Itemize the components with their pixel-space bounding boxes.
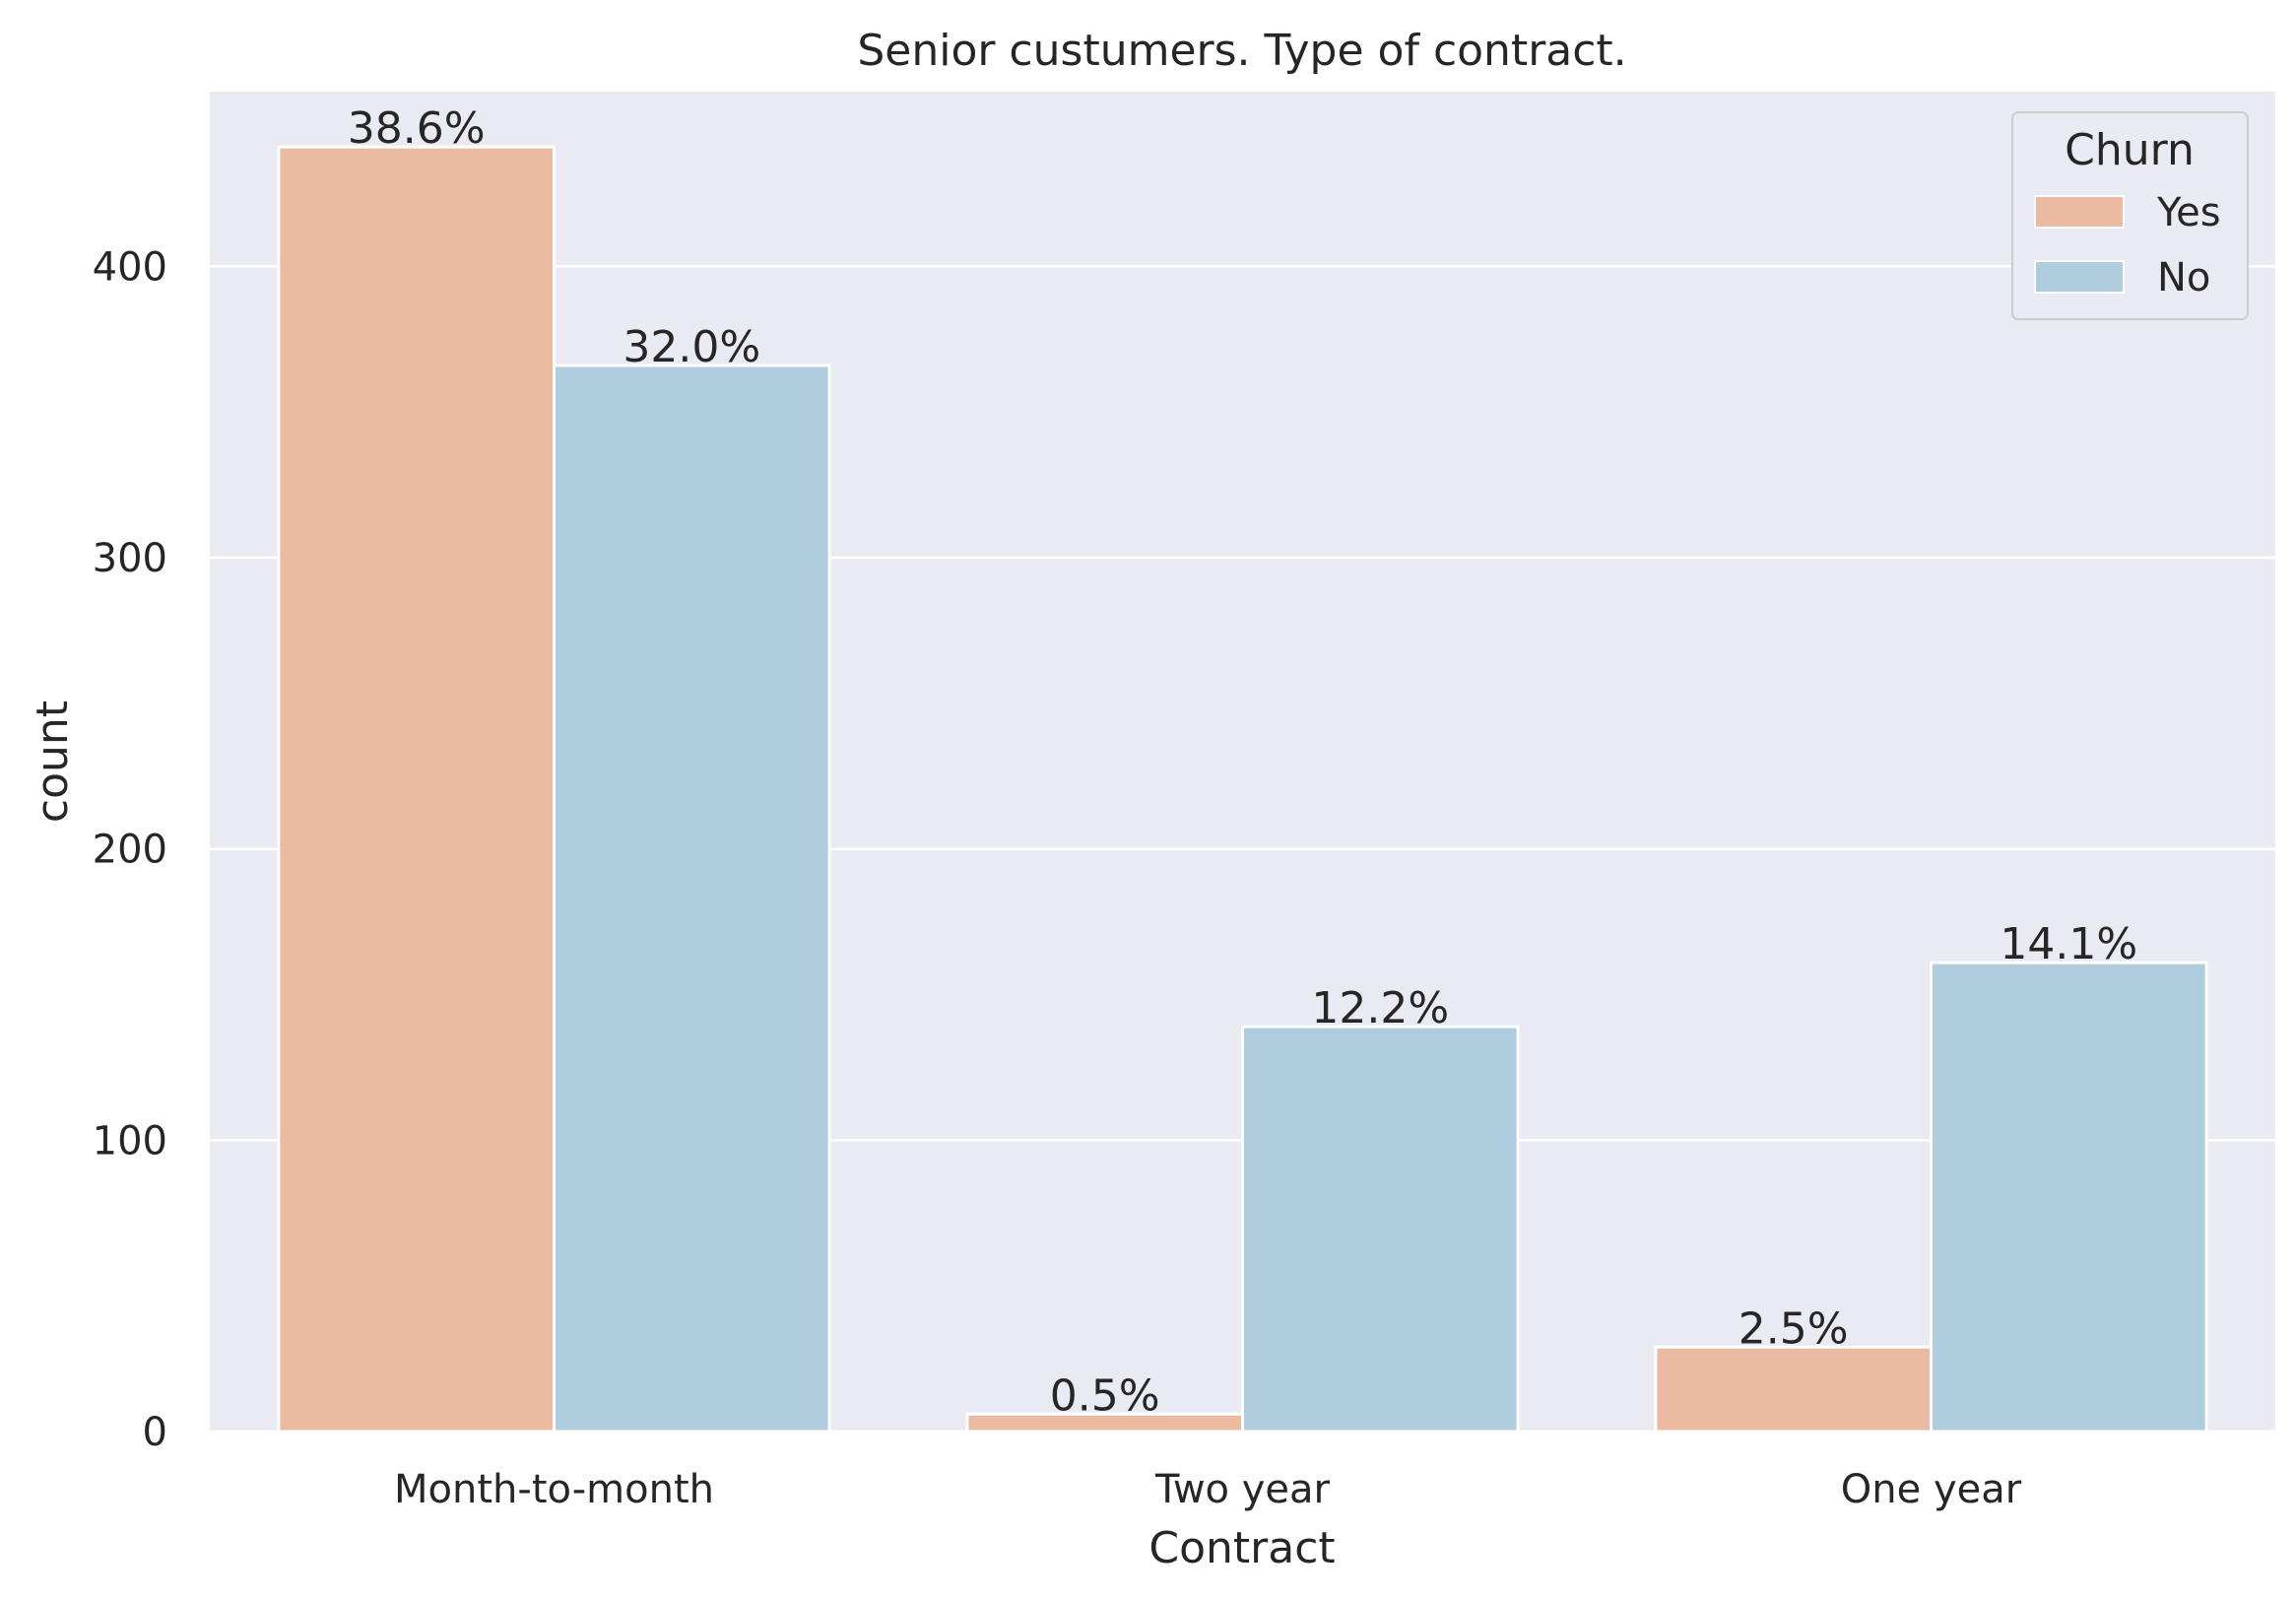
bars	[277, 145, 2208, 1433]
bar-labels: 38.6% 32.0% 0.5% 12.2% 2.5% 14.1%	[348, 103, 2137, 1421]
y-tick-label: 100	[93, 1118, 167, 1164]
legend-swatch-yes	[2034, 195, 2125, 229]
legend-label-no: No	[2157, 255, 2210, 300]
y-tick-label: 400	[93, 244, 167, 290]
x-tick-label: Month-to-month	[394, 1467, 714, 1512]
x-tick-label: One year	[1841, 1467, 2022, 1512]
y-axis-ticks: 0 100 200 300 400	[93, 244, 167, 1455]
y-tick-label: 0	[143, 1410, 167, 1455]
legend-swatch-no	[2034, 260, 2125, 294]
bar-value-label: 12.2%	[1311, 983, 1449, 1033]
bar-yes-month-to-month	[277, 145, 556, 1433]
y-tick-label: 300	[93, 536, 167, 581]
x-tick-label: Two year	[1154, 1467, 1331, 1512]
legend-title: Churn	[2065, 125, 2195, 175]
x-axis-label: Contract	[1148, 1523, 1335, 1573]
legend-label-yes: Yes	[2156, 190, 2221, 235]
bar-value-label: 14.1%	[2000, 919, 2137, 969]
bar-value-label: 2.5%	[1738, 1303, 1849, 1354]
bar-no-one-year	[1930, 961, 2208, 1433]
chart-title: Senior custumers. Type of contract.	[857, 26, 1626, 76]
legend: Churn Yes No	[2011, 111, 2249, 320]
y-axis-label: count	[28, 700, 78, 823]
x-axis-ticks: Month-to-month Two year One year	[394, 1467, 2022, 1512]
bar-value-label: 38.6%	[348, 103, 486, 154]
y-tick-label: 200	[93, 828, 167, 873]
bar-value-label: 0.5%	[1050, 1370, 1160, 1421]
bar-yes-one-year	[1654, 1345, 1934, 1433]
bar-no-month-to-month	[553, 364, 831, 1433]
bar-value-label: 32.0%	[623, 322, 760, 372]
bar-no-two-year	[1241, 1025, 1520, 1433]
